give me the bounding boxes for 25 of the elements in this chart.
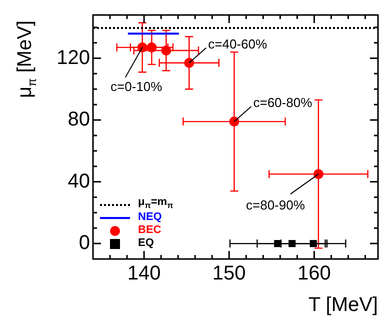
point — [161, 46, 172, 56]
point — [274, 240, 282, 248]
x-axis-title: T [MeV] — [308, 294, 378, 317]
point — [184, 58, 194, 68]
y-tick-label: 0 — [78, 232, 90, 254]
x-tick-label: 150 — [212, 262, 246, 285]
annotation: c=60-80% — [253, 95, 313, 110]
point — [288, 240, 296, 248]
point — [137, 42, 148, 52]
legend-label: NEQ — [138, 211, 162, 224]
x-tick-label: 140 — [127, 262, 161, 285]
annotation: c=80-90% — [246, 198, 306, 213]
legend-label: μ$_{π}$=m$_{π}$ — [138, 196, 174, 212]
y-tick-label: 40 — [68, 170, 90, 192]
annotation: c=40-60% — [208, 36, 268, 52]
x-tick-label: 160 — [298, 262, 331, 285]
legend-label: EQ — [138, 237, 154, 250]
y-tick-label: 120 — [56, 46, 90, 69]
point — [146, 42, 157, 52]
y-tick-label: 80 — [68, 108, 90, 131]
point — [310, 240, 317, 248]
annotation: c=0-10% — [110, 79, 163, 94]
point — [313, 169, 324, 180]
legend-label: BEC — [138, 224, 162, 237]
point — [229, 116, 240, 127]
